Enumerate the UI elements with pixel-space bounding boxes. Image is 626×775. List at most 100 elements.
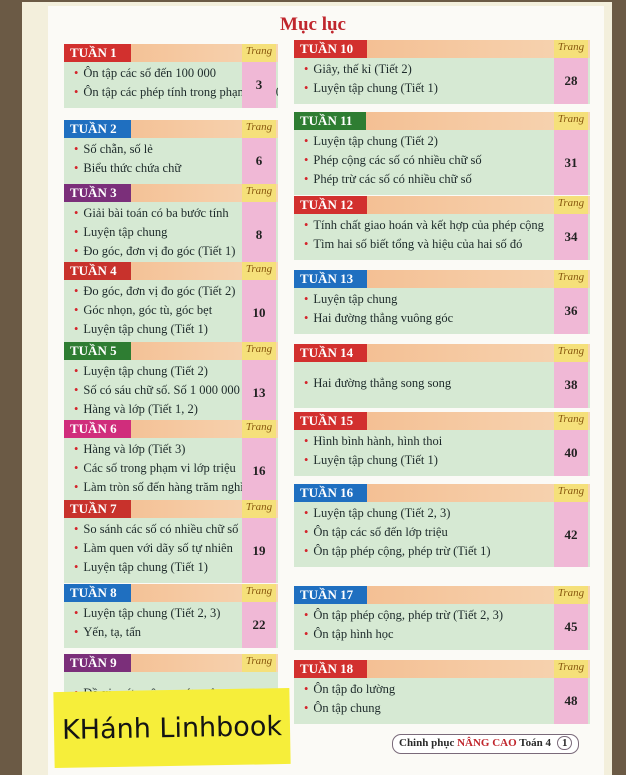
lesson-item: Luyện tập chung (Tiết 1) [304,81,438,96]
lesson-item: Đo góc, đơn vị đo góc (Tiết 1) [74,244,235,259]
page-label: Trang [242,184,276,202]
lesson-item: Đo góc, đơn vị đo góc (Tiết 2) [74,284,235,299]
week-block: TUẦN 1 Trang Ôn tập các số đến 100 000 Ôn t… [64,44,278,108]
page-number: 45 [554,604,588,650]
page-number: 31 [554,130,588,195]
lesson-item: Ôn tập hình học [304,627,393,642]
week-label: TUẦN 4 [64,262,131,280]
page-label: Trang [554,484,588,502]
week-block: TUẦN 15 Trang Hình bình hành, hình thoi Luy… [294,412,590,476]
week-block: TUẦN 2 Trang Số chẵn, số lẻ Biểu thức chứa … [64,120,278,184]
footer-prefix: Chinh phục [399,737,455,749]
lesson-item: Góc nhọn, góc tù, góc bẹt [74,303,212,318]
week-block: TUẦN 7 Trang So sánh các số có nhiều chữ s… [64,500,278,583]
week-block: TUẦN 13 Trang Luyện tập chung Hai đường thẳ… [294,270,590,334]
lesson-item: Giây, thế kỉ (Tiết 2) [304,62,411,77]
page-number: 6 [242,138,276,184]
week-label: TUẦN 12 [294,196,368,214]
week-header [294,344,590,362]
week-header [294,40,590,58]
page-label: Trang [242,584,276,602]
lesson-item: Biểu thức chứa chữ [74,161,181,176]
week-block: TUẦN 8 Trang Luyện tập chung (Tiết 2, 3) Yế… [64,584,278,648]
lesson-item: Ôn tập các phép tính trong phạm vi 100 0… [74,85,278,100]
page-label: Trang [554,586,588,604]
page-label: Trang [242,420,276,438]
lesson-item: Luyện tập chung (Tiết 2) [304,134,438,149]
page-number: 19 [242,518,276,583]
page-label: Trang [242,500,276,518]
page-label: Trang [554,270,588,288]
week-label: TUẦN 8 [64,584,131,602]
lesson-item: Luyện tập chung (Tiết 2, 3) [304,506,450,521]
page-label: Trang [554,112,588,130]
page-number: 16 [242,438,276,503]
week-header [294,196,590,214]
week-block: TUẦN 12 Trang Tính chất giao hoán và kết h… [294,196,590,260]
week-label: TUẦN 16 [294,484,368,502]
week-label: TUẦN 7 [64,500,131,518]
page-label: Trang [242,262,276,280]
lesson-item: Hàng và lớp (Tiết 3) [74,442,185,457]
week-block: TUẦN 10 Trang Giây, thế kỉ (Tiết 2) Luyện t… [294,40,590,104]
page-label: Trang [242,342,276,360]
lesson-item: Ôn tập đo lường [304,682,395,697]
lesson-item: Luyện tập chung [304,292,397,307]
lesson-item: Ôn tập các số đến 100 000 [74,66,216,81]
lesson-item: Ôn tập chung [304,701,380,716]
footer-highlight: NÂNG CAO [457,737,517,749]
lesson-item: Luyện tập chung (Tiết 1) [304,453,438,468]
lesson-item: Phép trừ các số có nhiều chữ số [304,172,471,187]
week-label: TUẦN 9 [64,654,131,672]
page-label: Trang [242,120,276,138]
page-label: Trang [554,660,588,678]
week-header [294,412,590,430]
page-number: 40 [554,430,588,476]
page-label: Trang [554,344,588,362]
lesson-item: Tính chất giao hoán và kết hợp của phép … [304,218,544,233]
footer: Chinh phục NÂNG CAO Toán 4 1 [392,734,580,754]
lesson-item: Các số trong phạm vi lớp triệu [74,461,235,476]
week-block: TUẦN 18 Trang Ôn tập đo lường Ôn tập chung 4… [294,660,590,724]
lesson-item: Làm tròn số đến hàng trăm nghìn [74,480,250,495]
lesson-item: Ôn tập phép cộng, phép trừ (Tiết 1) [304,544,490,559]
lesson-item: Luyện tập chung [74,225,167,240]
page-number: 13 [242,360,276,425]
lesson-item: Hình bình hành, hình thoi [304,434,442,449]
page-label: Trang [242,654,276,672]
week-header [294,270,590,288]
week-label: TUẦN 11 [294,112,367,130]
week-label: TUẦN 10 [294,40,368,58]
week-label: TUẦN 1 [64,44,131,62]
lesson-item: Yến, tạ, tấn [74,625,141,640]
lesson-item: Hai đường thẳng vuông góc [304,311,453,326]
page-label: Trang [554,196,588,214]
lesson-item: Số chẵn, số lẻ [74,142,152,157]
lesson-item: So sánh các số có nhiều chữ số [74,522,238,537]
week-block: TUẦN 5 Trang Luyện tập chung (Tiết 2) Số có… [64,342,278,425]
title: Mục lục [280,14,346,35]
week-label: TUẦN 2 [64,120,131,138]
week-header [294,484,590,502]
week-block: TUẦN 11 Trang Luyện tập chung (Tiết 2) Phép… [294,112,590,195]
week-label: TUẦN 13 [294,270,368,288]
page-number: 1 [556,736,573,750]
lesson-item: Giải bài toán có ba bước tính [74,206,228,221]
page-number: 42 [554,502,588,567]
week-label: TUẦN 17 [294,586,368,604]
week-label: TUẦN 6 [64,420,131,438]
lesson-item: Tìm hai số biết tổng và hiệu của hai số … [304,237,522,252]
week-header [294,660,590,678]
week-block: TUẦN 17 Trang Ôn tập phép cộng, phép trừ (… [294,586,590,650]
page-label: Trang [554,412,588,430]
week-header [294,112,590,130]
page-number: 28 [554,58,588,104]
page-number: 8 [242,202,276,267]
lesson-item: Ôn tập các số đến lớp triệu [304,525,447,540]
page-number: 34 [554,214,588,260]
week-block: TUẦN 6 Trang Hàng và lớp (Tiết 3) Các số tr… [64,420,278,503]
lesson-item: Số có sáu chữ số. Số 1 000 000 [74,383,239,398]
week-block: TUẦN 3 Trang Giải bài toán có ba bước tính… [64,184,278,267]
lesson-item: Hai đường thẳng song song [304,376,451,391]
lesson-item: Luyện tập chung (Tiết 2, 3) [74,606,220,621]
